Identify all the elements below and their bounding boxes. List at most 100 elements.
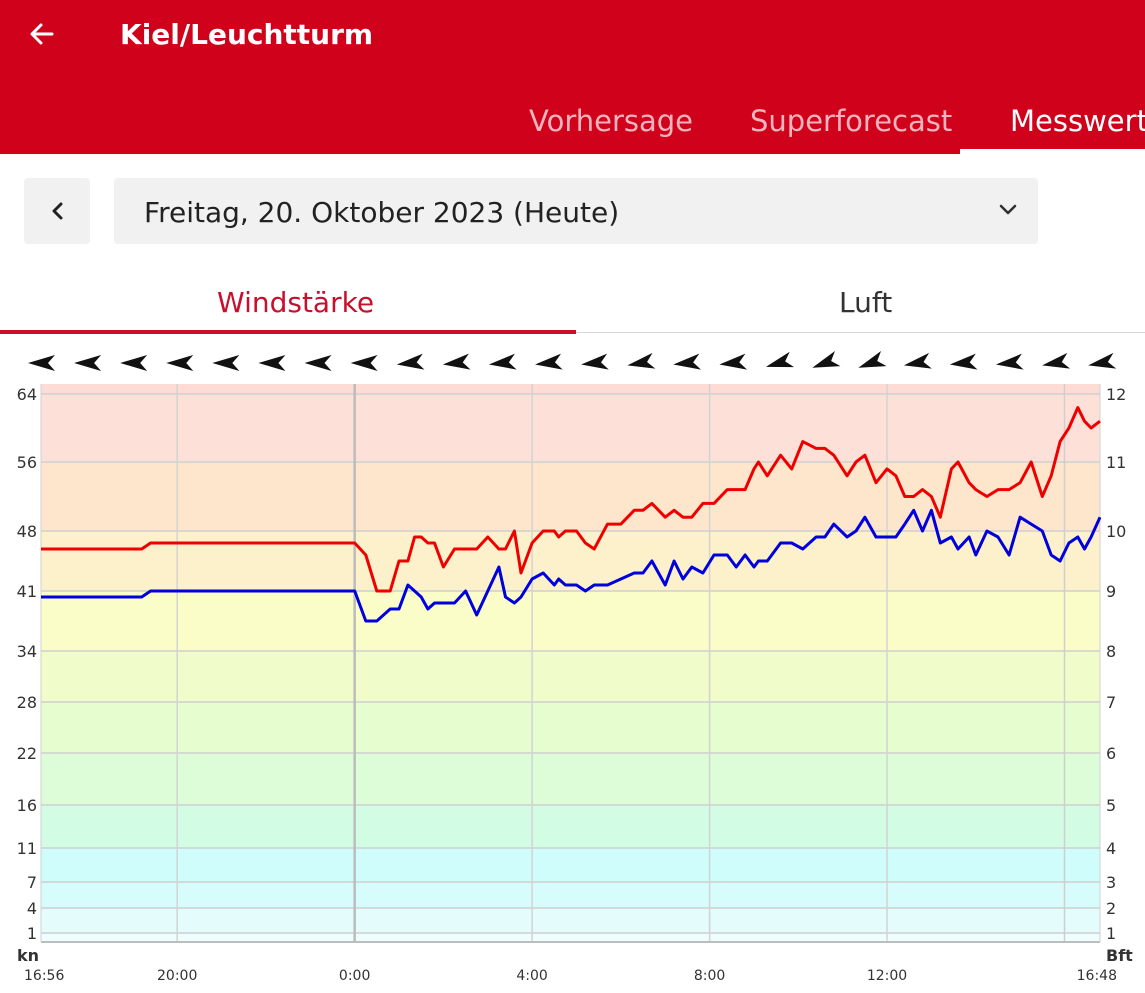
wind-direction-arrow-icon (166, 355, 194, 371)
wind-direction-arrow-icon (812, 351, 841, 368)
x-tick-label: 4:00 (516, 968, 547, 984)
right-unit-label: Bft (1106, 946, 1133, 965)
wind-direction-arrow-icon (858, 351, 887, 368)
arrowhead-icon (396, 353, 425, 370)
mean-wind-line (41, 508, 1102, 623)
arrowhead-icon (719, 353, 748, 370)
wind-direction-arrow-icon (396, 353, 425, 370)
arrowhead-icon (442, 353, 471, 370)
y-tick-label-bft: 3 (1106, 873, 1116, 892)
y-tick-label-bft: 10 (1106, 522, 1126, 541)
y-tick-label-kn: 64 (17, 385, 37, 404)
arrow-left-icon (30, 23, 54, 45)
subtab-windstaerke[interactable]: Windstärke (217, 286, 375, 319)
beaufort-band-top (41, 384, 1100, 394)
beaufort-band-12 (41, 394, 1100, 462)
arrowhead-icon (120, 355, 148, 371)
x-tick-label: 8:00 (694, 968, 725, 984)
wind-direction-arrow-icon (350, 355, 378, 371)
arrowhead-icon (535, 353, 563, 370)
y-tick-label-bft: 9 (1106, 582, 1116, 601)
wind-direction-arrow-icon (28, 355, 55, 371)
y-tick-label-kn: 41 (17, 582, 37, 601)
tab-messwerte[interactable]: Messwerte (1010, 104, 1145, 138)
beaufort-bands (41, 384, 1100, 942)
app-bar: Kiel/Leuchtturm Vorhersage Superforecast… (0, 0, 1145, 154)
tab-vorhersage[interactable]: Vorhersage (529, 104, 694, 138)
y-tick-label-kn: 34 (17, 642, 37, 661)
wind-direction-arrow-icon (765, 351, 795, 368)
y-tick-label-kn: 1 (27, 924, 37, 943)
arrowhead-icon (949, 353, 978, 370)
wind-direction-arrow-icon (304, 355, 332, 371)
arrowhead-icon (673, 353, 701, 370)
wind-direction-arrow-icon (74, 355, 102, 371)
previous-day-button[interactable] (24, 178, 90, 244)
beaufort-band-7 (41, 702, 1100, 753)
x-tick-label: 12:00 (867, 968, 907, 984)
tab-superforecast[interactable]: Superforecast (750, 104, 953, 138)
left-unit-label: kn (17, 946, 39, 965)
back-button[interactable] (20, 14, 64, 58)
wind-direction-arrow-icon (212, 355, 240, 371)
arrowhead-icon (1042, 352, 1071, 369)
chevron-down-icon (999, 204, 1017, 215)
gust-wind-line (41, 406, 1101, 593)
y-tick-label-kn: 11 (17, 839, 37, 858)
subtab-luft[interactable]: Luft (839, 286, 893, 319)
y-tick-label-kn: 16 (17, 796, 37, 815)
beaufort-band-10 (41, 531, 1100, 591)
wind-direction-arrow-icon (581, 353, 609, 370)
y-tick-label-bft: 1 (1106, 924, 1116, 943)
arrowhead-icon (304, 355, 332, 371)
beaufort-band-8 (41, 651, 1100, 702)
date-value: Freitag, 20. Oktober 2023 (Heute) (144, 196, 620, 229)
y-tick-label-kn: 22 (17, 744, 37, 763)
wind-direction-arrow-icon (903, 352, 932, 369)
wind-direction-arrow-icon (719, 353, 748, 370)
y-tick-label-kn: 48 (17, 522, 37, 541)
date-dropdown[interactable]: Freitag, 20. Oktober 2023 (Heute) (114, 178, 1038, 244)
beaufort-band-5 (41, 805, 1100, 848)
arrowhead-icon (627, 352, 656, 369)
y-tick-label-bft: 4 (1106, 839, 1116, 858)
y-tick-label-kn: 28 (17, 693, 37, 712)
y-tick-label-kn: 7 (27, 873, 37, 892)
arrowhead-icon (858, 351, 887, 368)
y-tick-label-bft: 12 (1106, 385, 1126, 404)
arrowhead-icon (903, 352, 932, 369)
arrowhead-icon (812, 351, 841, 368)
beaufort-band-6 (41, 753, 1100, 805)
y-tick-label-kn: 4 (27, 899, 37, 918)
wind-direction-arrow-icon (488, 353, 517, 370)
y-tick-label-bft: 7 (1106, 693, 1116, 712)
y-tick-label-bft: 2 (1106, 899, 1116, 918)
wind-direction-arrow-icon (995, 353, 1024, 370)
x-tick-label: 16:48 (1077, 968, 1117, 984)
beaufort-band-3 (41, 882, 1100, 908)
active-subtab-indicator (0, 330, 576, 334)
arrowhead-icon (212, 355, 240, 371)
y-tick-label-kn: 56 (17, 453, 37, 472)
active-tab-indicator (960, 149, 1145, 154)
wind-direction-arrow-icon (442, 353, 471, 370)
x-axis-labels: 16:56 20:00 0:00 4:00 8:00 12:00 16:48 (24, 968, 1117, 984)
station-title: Kiel/Leuchtturm (120, 18, 374, 51)
beaufort-band-9 (41, 591, 1100, 651)
wind-direction-arrow-icon (535, 353, 563, 370)
wind-direction-arrow-icon (627, 352, 656, 369)
y-tick-label-bft: 5 (1106, 796, 1116, 815)
arrowhead-icon (74, 355, 102, 371)
y-tick-label-bft: 11 (1106, 453, 1126, 472)
beaufort-band-4 (41, 848, 1100, 882)
wind-direction-arrow-icon (949, 353, 978, 370)
arrowhead-icon (350, 355, 378, 371)
wind-direction-arrow-icon (1088, 352, 1117, 369)
wind-direction-row (28, 351, 1117, 371)
arrowhead-icon (258, 355, 286, 371)
wind-direction-arrow-icon (120, 355, 148, 371)
series-lines (41, 406, 1102, 623)
arrowhead-icon (765, 351, 795, 368)
y-tick-label-bft: 8 (1106, 642, 1116, 661)
